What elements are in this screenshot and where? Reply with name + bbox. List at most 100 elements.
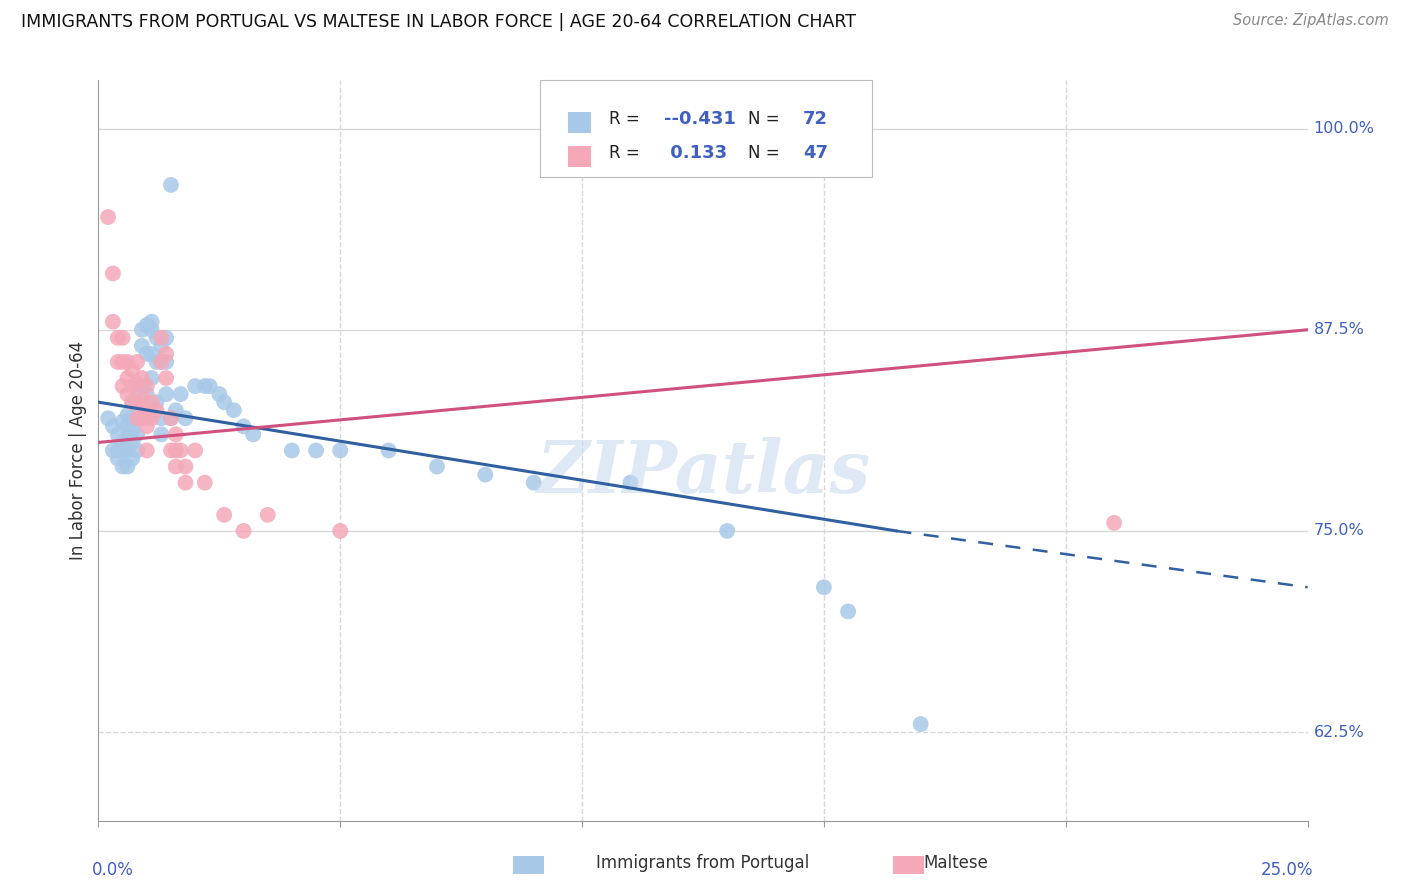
Text: Immigrants from Portugal: Immigrants from Portugal [596, 855, 810, 872]
Point [141, 323, 163, 337]
Point [121, 451, 143, 466]
Text: R =: R = [609, 110, 645, 128]
Point [377, 443, 399, 458]
Text: 87.5%: 87.5% [1313, 322, 1364, 337]
Point [121, 395, 143, 409]
Point [184, 379, 207, 393]
Point [111, 435, 134, 450]
Point [169, 443, 191, 458]
Text: Source: ZipAtlas.com: Source: ZipAtlas.com [1233, 13, 1389, 29]
Point [160, 411, 183, 425]
Point [150, 339, 173, 353]
Point [242, 427, 264, 442]
Point [111, 355, 134, 369]
Point [150, 355, 173, 369]
Point [97, 210, 120, 224]
Point [426, 459, 449, 474]
Point [150, 355, 173, 369]
Point [165, 443, 187, 458]
Point [127, 427, 149, 442]
Point [160, 411, 183, 425]
Point [121, 379, 143, 393]
Text: --0.431: --0.431 [664, 110, 735, 128]
Point [135, 419, 157, 434]
Point [281, 443, 304, 458]
Text: 62.5%: 62.5% [1313, 724, 1364, 739]
Point [107, 451, 129, 466]
Point [131, 323, 153, 337]
Point [194, 379, 217, 393]
Point [160, 443, 183, 458]
Point [127, 398, 149, 412]
Point [232, 419, 254, 434]
Point [127, 387, 149, 401]
Text: Maltese: Maltese [924, 855, 988, 872]
Point [145, 395, 167, 409]
Point [117, 431, 139, 445]
Point [127, 395, 149, 409]
Point [107, 443, 129, 458]
Point [145, 331, 167, 345]
Point [329, 443, 352, 458]
Point [155, 331, 177, 345]
Point [117, 459, 139, 474]
Point [117, 408, 139, 422]
Bar [568, 146, 592, 167]
Point [131, 379, 153, 393]
Point [145, 355, 167, 369]
Point [135, 411, 157, 425]
Point [131, 392, 153, 406]
Text: 47: 47 [803, 144, 828, 161]
Point [127, 443, 149, 458]
Point [212, 395, 235, 409]
Point [101, 443, 124, 458]
Text: N =: N = [748, 110, 786, 128]
Point [101, 267, 124, 281]
Point [222, 403, 245, 417]
Point [194, 475, 217, 490]
Point [716, 524, 738, 538]
FancyBboxPatch shape [540, 80, 872, 177]
Point [305, 443, 328, 458]
Point [141, 411, 163, 425]
Point [117, 443, 139, 458]
Point [121, 363, 143, 377]
Point [111, 443, 134, 458]
Point [117, 387, 139, 401]
Point [523, 475, 546, 490]
Text: 0.0%: 0.0% [93, 862, 134, 880]
Point [141, 371, 163, 385]
Y-axis label: In Labor Force | Age 20-64: In Labor Force | Age 20-64 [69, 341, 87, 560]
Point [1102, 516, 1125, 530]
Point [150, 411, 173, 425]
Point [160, 178, 183, 192]
Text: IMMIGRANTS FROM PORTUGAL VS MALTESE IN LABOR FORCE | AGE 20-64 CORRELATION CHART: IMMIGRANTS FROM PORTUGAL VS MALTESE IN L… [21, 13, 856, 31]
Point [174, 475, 197, 490]
Text: 0.133: 0.133 [664, 144, 727, 161]
Point [813, 580, 835, 594]
Point [155, 371, 177, 385]
Point [127, 411, 149, 425]
Point [127, 376, 149, 390]
Point [117, 371, 139, 385]
Point [121, 435, 143, 450]
Point [474, 467, 496, 482]
Point [208, 387, 231, 401]
Point [165, 403, 187, 417]
Point [131, 411, 153, 425]
Point [97, 411, 120, 425]
Point [145, 403, 167, 417]
Point [135, 379, 157, 393]
Text: N =: N = [748, 144, 786, 161]
Text: 100.0%: 100.0% [1313, 121, 1375, 136]
Text: ZIPatlas: ZIPatlas [536, 437, 870, 508]
Point [135, 403, 157, 417]
Point [111, 331, 134, 345]
Point [141, 395, 163, 409]
Point [150, 427, 173, 442]
Point [107, 355, 129, 369]
Point [135, 443, 157, 458]
Point [198, 379, 221, 393]
Point [111, 459, 134, 474]
Point [910, 717, 932, 731]
